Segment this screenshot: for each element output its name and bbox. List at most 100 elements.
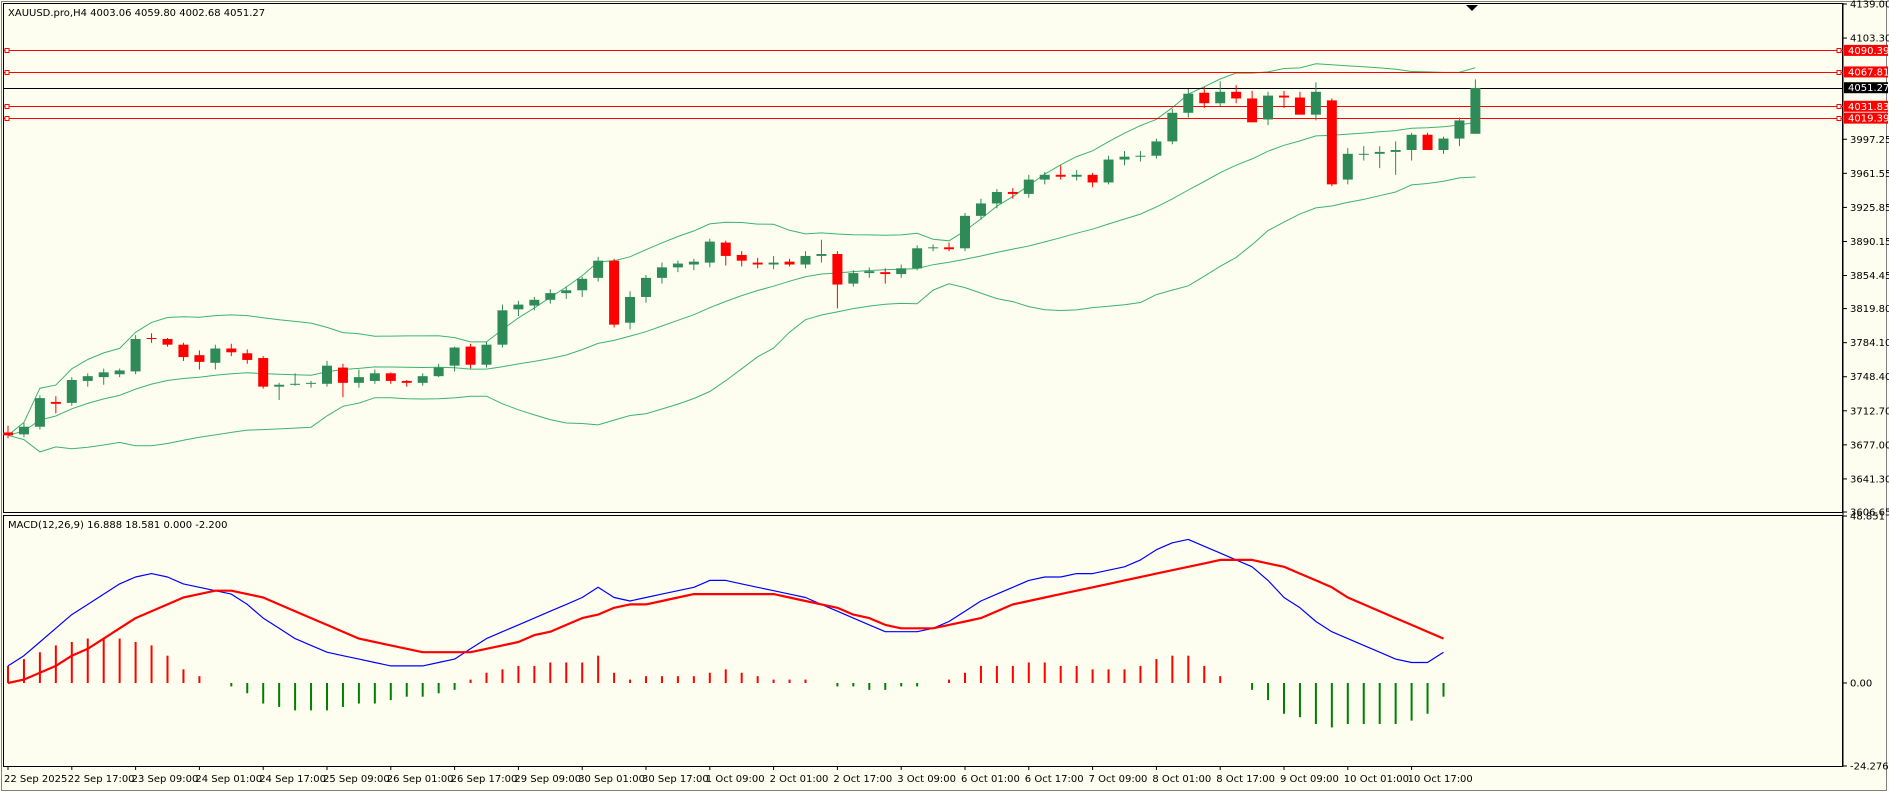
candle: [1247, 90, 1258, 123]
time-tick-label: 30 Sep 17:00: [642, 774, 709, 785]
candle-body: [513, 304, 524, 310]
candle: [880, 268, 891, 284]
level-handle-right-1[interactable]: [1836, 70, 1842, 75]
macd-indicator: [7, 538, 1445, 728]
candle: [1007, 188, 1018, 199]
candle-body: [704, 241, 715, 263]
level-handle-right-3[interactable]: [1836, 104, 1842, 109]
macd-axis[interactable]: 48.851 0.00 -24.276: [1843, 512, 1889, 773]
candle: [322, 360, 332, 387]
level-handle-right-4[interactable]: [1836, 116, 1842, 121]
candle-body: [1231, 91, 1242, 99]
candle-body: [1454, 120, 1465, 139]
candle-body: [944, 247, 955, 250]
level-handle-left-1[interactable]: [4, 70, 10, 75]
time-tick-label: 2 Oct 17:00: [833, 774, 892, 785]
candle: [720, 240, 731, 266]
candle-body: [274, 384, 285, 387]
candle: [816, 239, 827, 263]
time-tick-label: 7 Oct 09:00: [1089, 774, 1148, 785]
candle-body: [1151, 141, 1162, 156]
candle: [1071, 170, 1082, 181]
level-price-badge[interactable]: [1844, 44, 1888, 56]
price-tick-label: 3961.55: [1850, 169, 1889, 180]
candle-body: [369, 373, 380, 381]
candle: [672, 260, 683, 273]
candle-body: [529, 299, 540, 306]
time-tick-label: 24 Sep 01:00: [195, 774, 262, 785]
candle-body: [1438, 138, 1449, 151]
candle-body: [1183, 93, 1194, 113]
level-price-label: 4031.83: [1848, 102, 1889, 113]
horizontal-levels[interactable]: [4, 48, 1843, 121]
candle: [1422, 132, 1433, 151]
chart-shift-marker[interactable]: [1466, 5, 1478, 11]
candle: [162, 337, 173, 347]
price-axis[interactable]: 4139.00 4103.30 3997.25 3961.55 3925.85 3890.…: [1843, 0, 1889, 519]
level-price-badge[interactable]: [1844, 112, 1888, 124]
candle-body: [1310, 91, 1321, 115]
price-tick-label: 3854.45: [1850, 271, 1889, 282]
candle-body: [1294, 97, 1305, 115]
candle: [433, 363, 444, 378]
candle: [561, 286, 572, 299]
candle-body: [577, 278, 588, 291]
level-price-badge[interactable]: [1844, 66, 1888, 78]
candle-body: [66, 379, 77, 403]
candle: [1454, 117, 1465, 147]
candle-body: [1167, 112, 1178, 142]
symbol-header: XAUUSD.pro,H4 4003.06 4059.80 4002.68 40…: [8, 8, 265, 19]
candle-body: [1103, 159, 1114, 183]
level-price-badge[interactable]: [1844, 82, 1888, 94]
candle-body: [306, 382, 317, 384]
price-tick-label: 3784.10: [1850, 338, 1889, 349]
candle: [625, 291, 636, 330]
candle-body: [1039, 174, 1050, 180]
candle-body: [1247, 98, 1258, 123]
candle: [18, 422, 29, 438]
time-tick-label: 3 Oct 09:00: [897, 774, 956, 785]
candle-body: [18, 426, 29, 435]
candle: [1358, 146, 1369, 161]
candle: [736, 251, 747, 267]
level-handle-left-4[interactable]: [4, 116, 10, 121]
macd-tick-label: 48.851: [1850, 512, 1885, 523]
level-handle-right-0[interactable]: [1836, 48, 1842, 53]
candle: [1199, 87, 1210, 109]
level-price-label: 4067.81: [1848, 67, 1889, 78]
candle-body: [720, 242, 731, 256]
candle: [1438, 136, 1449, 154]
candle-body: [322, 365, 332, 384]
candle-body: [736, 254, 747, 261]
level-handle-left-3[interactable]: [4, 104, 10, 109]
candle-body: [561, 290, 572, 294]
candle: [449, 346, 460, 372]
candle-body: [210, 348, 221, 363]
macd-header: MACD(12,26,9) 16.888 18.581 0.000 -2.200: [8, 520, 228, 531]
price-tick-label: 3925.85: [1850, 203, 1889, 214]
candle-body: [226, 348, 237, 353]
candle: [50, 396, 61, 414]
candle: [114, 368, 125, 378]
candle: [34, 395, 45, 430]
level-handle-left-0[interactable]: [4, 48, 10, 53]
candle: [928, 244, 939, 252]
time-tick-label: 10 Oct 01:00: [1344, 774, 1409, 785]
candle-body: [864, 271, 875, 274]
candle-body: [417, 376, 428, 383]
time-tick-label: 25 Sep 09:00: [323, 774, 390, 785]
level-price-label: 4090.39: [1848, 46, 1889, 57]
candle-body: [991, 191, 1002, 204]
candle-body: [1406, 134, 1417, 151]
candle-body: [449, 347, 460, 366]
candle-body: [960, 215, 970, 249]
level-price-badge[interactable]: [1844, 100, 1888, 112]
candle: [337, 363, 348, 398]
candle: [1390, 141, 1401, 175]
level-price-label: 4051.27: [1848, 83, 1889, 94]
time-tick-label: 22 Sep 2025: [4, 774, 67, 785]
